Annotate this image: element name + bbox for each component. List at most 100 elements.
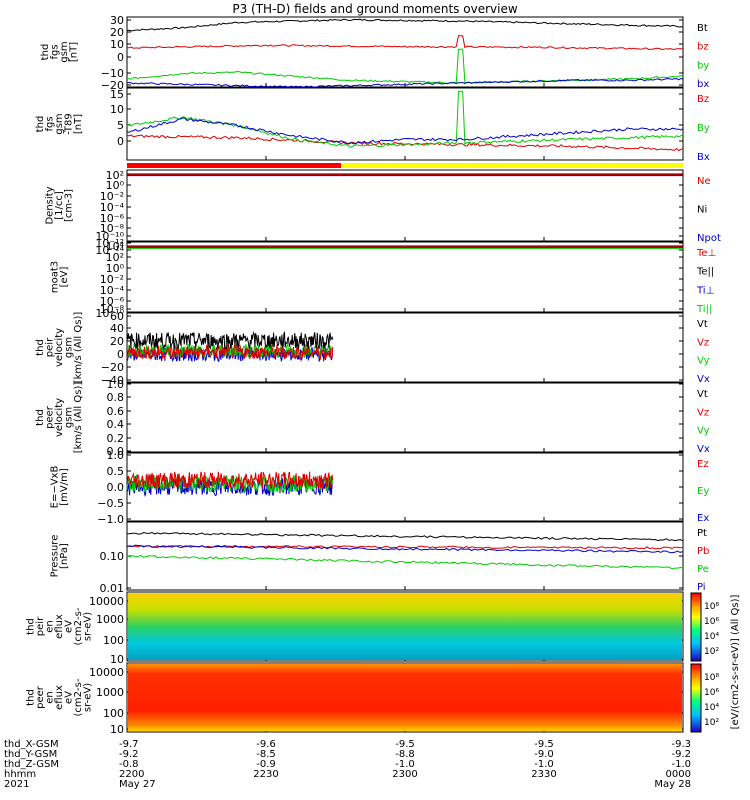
spectrogram bbox=[128, 664, 682, 731]
ephem-row-label: 2021 bbox=[4, 779, 29, 790]
legend-entry: Ne bbox=[697, 176, 711, 187]
ephem-value: 2200 bbox=[119, 769, 144, 780]
y-tick-label: 10⁻⁶ bbox=[100, 295, 125, 308]
series-line bbox=[126, 343, 334, 361]
ephem-value: -9.7 bbox=[119, 739, 139, 750]
y-tick-label: 0.10 bbox=[100, 550, 125, 563]
y-axis-label: [km/s (All Qs)] bbox=[73, 382, 84, 454]
y-axis-label: gsm bbox=[54, 113, 65, 134]
y-axis-label: [nT] bbox=[73, 114, 84, 134]
y-axis-label: E=−VxB bbox=[49, 466, 60, 509]
colorbar-top bbox=[690, 592, 702, 662]
legend-entry: Npot bbox=[697, 233, 721, 244]
colorbar-tick: 10⁶ bbox=[704, 688, 719, 698]
y-axis-label: [mV/m] bbox=[59, 468, 70, 506]
y-axis-label: peer bbox=[35, 685, 46, 709]
legend-entry: Pb bbox=[697, 546, 709, 557]
series-line bbox=[126, 544, 684, 554]
y-tick-label: 10⁻¹⁴ bbox=[95, 244, 124, 257]
y-axis-label: thd bbox=[35, 409, 46, 426]
legend-entry: Bt bbox=[697, 23, 708, 34]
y-tick-label: 10⁻⁴ bbox=[100, 201, 125, 214]
y-axis-label: thd bbox=[26, 689, 37, 706]
ephem-value: -9.2 bbox=[671, 749, 691, 760]
ephem-value: -1.0 bbox=[671, 759, 691, 770]
legend-entry: By bbox=[697, 123, 710, 134]
y-axis-label: sr-eV) bbox=[83, 612, 94, 641]
y-tick-label: 100 bbox=[103, 634, 124, 647]
panel-6: 1.00.80.60.40.20.0 thdpeervelocitygsm[km/… bbox=[35, 378, 710, 458]
ephem-row-label: thd_X-GSM bbox=[4, 739, 59, 750]
y-tick-label: 10⁻⁶ bbox=[100, 212, 125, 225]
y-axis-label: [nPa] bbox=[59, 543, 70, 569]
ephem-value: 2230 bbox=[253, 769, 278, 780]
series-Bz bbox=[126, 134, 684, 152]
y-axis-label: -T89 bbox=[64, 113, 75, 135]
legend-entry: Te|| bbox=[696, 267, 714, 278]
y-axis-label: Density bbox=[45, 186, 56, 224]
y-tick-label: 10² bbox=[106, 169, 124, 182]
y-tick-label: 60 bbox=[110, 310, 124, 323]
series-bx bbox=[126, 77, 684, 88]
footer-ephemeris: thd_X-GSMthd_Y-GSMthd_Z-GSMhhmm2021-9.7-… bbox=[4, 739, 691, 790]
y-axis-label: velocity bbox=[54, 398, 65, 437]
legend-entry: Ti|| bbox=[696, 304, 712, 315]
y-axis-label: en bbox=[45, 691, 56, 704]
ephem-value: -8.8 bbox=[395, 749, 415, 760]
y-tick-label: 30 bbox=[110, 14, 124, 27]
ephem-row-label: thd_Y-GSM bbox=[4, 749, 57, 760]
y-tick-label: 0.01 bbox=[100, 582, 125, 595]
colorbar-tick: 10² bbox=[704, 647, 719, 657]
y-axis-label: peer bbox=[45, 405, 56, 429]
series-bz bbox=[126, 35, 684, 51]
panel-10: 10000 1000 100 10 thdpeerenefluxeV(cm2-s-sr-… bbox=[26, 662, 684, 736]
panel-frame bbox=[126, 241, 684, 313]
legend-entry: Bx bbox=[697, 152, 710, 163]
ephem-value: -9.5 bbox=[534, 739, 554, 750]
legend-entry: Ni bbox=[697, 205, 707, 216]
legend-entry: Te⊥ bbox=[696, 248, 716, 259]
y-tick-label: 10⁻² bbox=[100, 273, 124, 286]
y-tick-label: −20 bbox=[101, 79, 124, 92]
y-tick-label: 10⁻¹² bbox=[95, 237, 124, 250]
panel-frame bbox=[126, 87, 684, 161]
y-axis-label: (cm2-s- bbox=[73, 678, 84, 716]
ephem-value: -9.6 bbox=[256, 739, 276, 750]
panel-frame bbox=[126, 452, 684, 522]
colorbar-tick: 10⁸ bbox=[704, 673, 719, 683]
panel-9: 10000 1000 100 10 thdpeirenefluxeV(cm2-s-sr-… bbox=[26, 591, 684, 666]
y-tick-label: 10⁰ bbox=[106, 179, 125, 192]
ephem-value: -9.3 bbox=[671, 739, 691, 750]
y-tick-label: 0 bbox=[117, 348, 124, 361]
legend-entry: Pe bbox=[697, 564, 709, 575]
y-axis-label: Pressure bbox=[49, 535, 60, 578]
y-tick-label: 10 bbox=[110, 653, 124, 666]
y-tick-label: 10⁻² bbox=[100, 190, 124, 203]
y-axis-label: [eV] bbox=[59, 267, 70, 288]
figure-title: P3 (TH-D) fields and ground moments over… bbox=[232, 2, 518, 16]
y-tick-label: 10⁻⁴ bbox=[100, 284, 125, 297]
y-tick-label: −20 bbox=[101, 361, 124, 374]
y-axis-label: velocity bbox=[54, 328, 65, 367]
y-tick-label: 10² bbox=[106, 251, 124, 264]
y-axis-label: [nT] bbox=[68, 42, 79, 62]
ephem-row-label: thd_Z-GSM bbox=[4, 759, 59, 770]
y-tick-label: −10 bbox=[101, 67, 124, 80]
ephem-value: -9.0 bbox=[534, 749, 554, 760]
y-tick-label: 15 bbox=[110, 88, 124, 101]
y-axis-label: fgs bbox=[49, 44, 60, 59]
legend-entry: Vy bbox=[697, 356, 710, 367]
y-tick-label: 10 bbox=[110, 103, 124, 116]
y-tick-label: 0.4 bbox=[107, 418, 125, 431]
colorbar-tick: 10⁴ bbox=[704, 703, 719, 713]
y-tick-label: 1000 bbox=[96, 686, 124, 699]
legend-entry: Ex bbox=[697, 513, 709, 524]
legend-entry: Vz bbox=[697, 407, 709, 418]
legend-entry: Vt bbox=[697, 319, 708, 330]
legend-entry: by bbox=[697, 60, 709, 71]
y-axis-label: moat3 bbox=[49, 261, 60, 293]
